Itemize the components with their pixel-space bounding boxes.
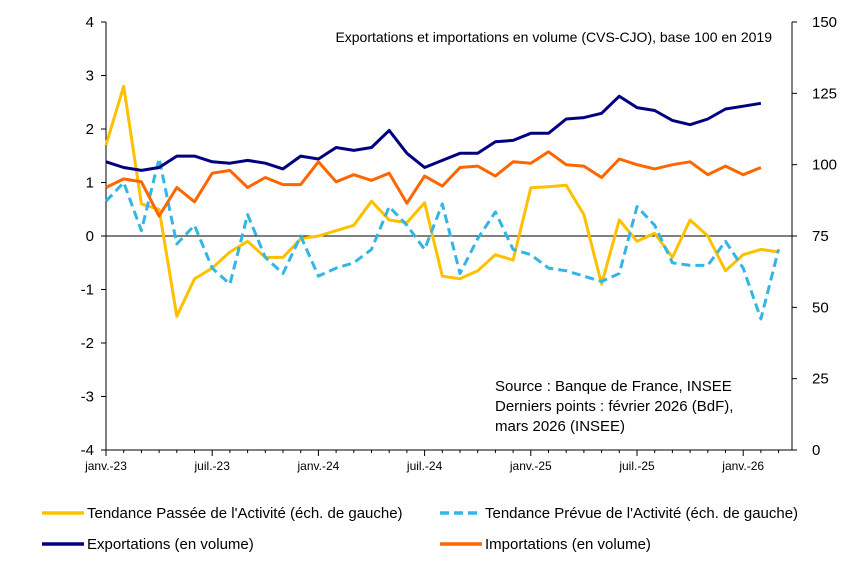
- y-right-tick-label: 75: [812, 228, 829, 245]
- x-tick-label: janv.-26: [721, 459, 764, 473]
- y-left-tick-label: -3: [81, 389, 94, 406]
- legend-item: Tendance Prévue de l'Activité (éch. de g…: [440, 505, 798, 522]
- series-layer: [104, 84, 781, 321]
- x-tick-label: janv.-24: [296, 459, 339, 473]
- series-line-3: [105, 150, 762, 218]
- source-note: Source : Banque de France, INSEE Derniers…: [495, 378, 733, 435]
- y-left-tick-label: 2: [86, 121, 94, 138]
- y-left-tick-label: 0: [86, 228, 94, 245]
- y-left-tick-label: 1: [86, 175, 94, 192]
- x-tick-label: janv.-23: [84, 459, 127, 473]
- ticks-layer: -4 -3 -2 -1 0 1 2 3 4 0 25 50 75 100 125 150 janv.-23 jui…: [81, 14, 837, 473]
- y-right-tick-label: 25: [812, 371, 829, 388]
- y-right-tick-label: 100: [812, 157, 837, 174]
- legend: Tendance Passée de l'Activité (éch. de g…: [42, 505, 798, 553]
- legend-item: Exportations (en volume): [42, 536, 254, 553]
- legend-label: Tendance Prévue de l'Activité (éch. de g…: [485, 505, 798, 522]
- x-tick-label: juil.-24: [406, 459, 443, 473]
- y-left-tick-label: -4: [81, 442, 94, 459]
- source-line: mars 2026 (INSEE): [495, 418, 625, 435]
- series-line-1: [104, 156, 781, 321]
- y-left-tick-label: 3: [86, 68, 94, 85]
- legend-label: Exportations (en volume): [87, 536, 254, 553]
- y-left-tick-label: -1: [81, 282, 94, 299]
- source-line: Derniers points : février 2026 (BdF),: [495, 398, 733, 415]
- legend-item: Tendance Passée de l'Activité (éch. de g…: [42, 505, 403, 522]
- chart-title: Exportations et importations en volume (…: [335, 29, 772, 45]
- y-right-tick-label: 50: [812, 299, 829, 316]
- x-tick-label: juil.-23: [194, 459, 231, 473]
- y-right-tick-label: 0: [812, 442, 820, 459]
- series-line-2: [105, 94, 762, 172]
- source-line: Source : Banque de France, INSEE: [495, 378, 732, 395]
- y-right-tick-label: 125: [812, 85, 837, 102]
- legend-label: Tendance Passée de l'Activité (éch. de g…: [87, 505, 403, 522]
- x-tick-label: juil.-25: [618, 459, 655, 473]
- y-left-tick-label: -2: [81, 335, 94, 352]
- y-left-tick-label: 4: [86, 14, 94, 31]
- legend-label: Importations (en volume): [485, 536, 651, 553]
- x-tick-label: janv.-25: [509, 459, 552, 473]
- legend-item: Importations (en volume): [440, 536, 651, 553]
- y-right-tick-label: 150: [812, 14, 837, 31]
